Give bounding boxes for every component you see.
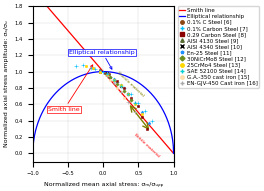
Point (105, 74, 109, 77)
Point (108, 76, 112, 79)
Line: Elliptical relationship: Elliptical relationship (33, 72, 173, 153)
Point (102, 72, 107, 75)
Point (133, 101, 137, 104)
Point (98, 70, 102, 73)
Point (112, 77, 116, 80)
Point (112, 78, 116, 81)
Point (98, 68, 102, 71)
Text: Brittle material: Brittle material (133, 133, 160, 158)
Line: Smith line: Smith line (33, 0, 173, 153)
Point (105, 73, 109, 76)
Point (133, 103, 137, 106)
Elliptical relationship (99, 70, 102, 73)
Point (143, 109, 148, 112)
Point (88, 66, 93, 69)
Point (108, 78, 112, 81)
Smith line (115, 86, 118, 88)
Point (83, 64, 88, 67)
Point (105, 73, 109, 76)
Point (115, 81, 119, 84)
Elliptical relationship (108, 71, 111, 73)
Point (112, 78, 116, 81)
Smith line (159, 137, 162, 139)
Point (98, 69, 102, 72)
Elliptical relationship (115, 72, 119, 74)
Point (108, 75, 112, 78)
Elliptical relationship (169, 128, 172, 130)
Point (122, 86, 126, 89)
Point (145, 127, 149, 130)
Point (129, 96, 134, 99)
Point (122, 90, 126, 93)
X-axis label: Normalized mean axial stress: σₘ/σᵤᵨᵩ: Normalized mean axial stress: σₘ/σᵤᵨᵩ (44, 182, 163, 187)
Y-axis label: Normalized axial stress amplitude: σₐ/σᵤ: Normalized axial stress amplitude: σₐ/σᵤ (4, 21, 9, 147)
Point (119, 85, 123, 88)
Point (115, 82, 119, 85)
Point (133, 101, 137, 104)
Point (119, 85, 123, 88)
Point (91, 66, 95, 69)
Smith line (172, 152, 175, 155)
Point (122, 86, 126, 89)
Point (126, 92, 130, 95)
Point (115, 80, 119, 83)
Point (119, 84, 123, 87)
Point (136, 104, 140, 108)
Point (150, 119, 155, 122)
Point (98, 70, 102, 73)
Point (119, 91, 123, 94)
Point (119, 84, 123, 87)
Point (129, 93, 134, 96)
Point (81, 64, 86, 67)
Point (105, 72, 109, 75)
Point (115, 86, 119, 89)
Point (126, 100, 130, 103)
Elliptical relationship (172, 152, 175, 155)
Point (108, 76, 112, 79)
Smith line (150, 126, 153, 129)
Point (140, 111, 144, 114)
Point (107, 73, 111, 76)
Point (112, 78, 116, 81)
Text: Ductile material: Ductile material (116, 71, 144, 98)
Point (101, 70, 105, 73)
Point (133, 111, 137, 114)
Point (126, 93, 130, 96)
Point (74, 64, 79, 67)
Elliptical relationship (31, 152, 34, 155)
Point (93, 68, 97, 71)
Smith line (117, 89, 121, 91)
Point (136, 101, 140, 104)
Point (129, 99, 134, 102)
Elliptical relationship (147, 90, 150, 92)
Text: Elliptical relationship: Elliptical relationship (69, 50, 135, 69)
Point (91, 67, 95, 70)
Point (112, 82, 116, 85)
Legend: Smith line, Elliptical relationship, 0.1% C Steel [6], 0.1% Carbon Steel [7], 0.: Smith line, Elliptical relationship, 0.1… (178, 6, 259, 87)
Point (105, 73, 109, 76)
Point (140, 112, 144, 116)
Smith line (115, 86, 118, 88)
Point (126, 92, 130, 95)
Point (140, 115, 144, 118)
Point (147, 122, 151, 125)
Point (126, 92, 130, 95)
Elliptical relationship (101, 70, 105, 73)
Elliptical relationship (98, 70, 101, 73)
Point (122, 96, 126, 99)
Point (105, 73, 109, 76)
Text: Smith line: Smith line (48, 65, 93, 112)
